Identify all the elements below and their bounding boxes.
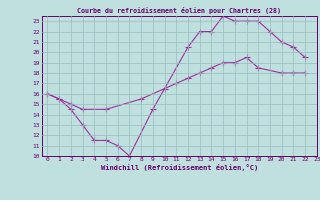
X-axis label: Windchill (Refroidissement éolien,°C): Windchill (Refroidissement éolien,°C) <box>100 164 258 171</box>
Title: Courbe du refroidissement éolien pour Chartres (28): Courbe du refroidissement éolien pour Ch… <box>77 7 281 14</box>
